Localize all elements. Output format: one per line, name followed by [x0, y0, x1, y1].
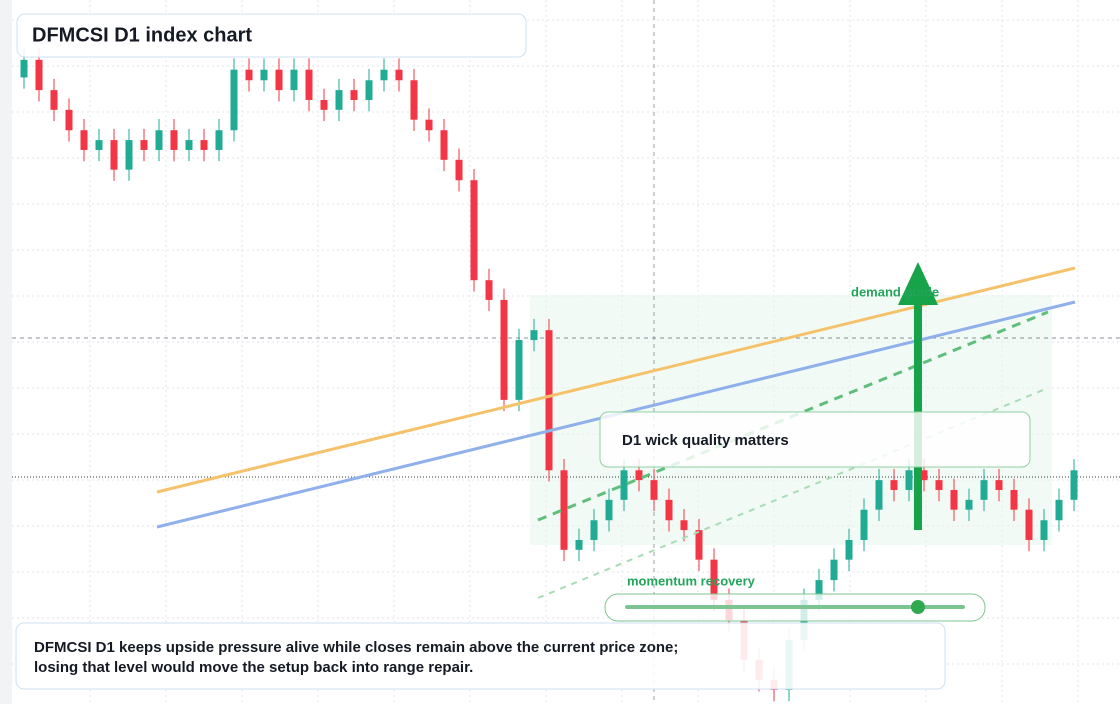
candle-body — [50, 90, 58, 110]
candle-body — [1040, 520, 1048, 540]
candle-body — [335, 90, 343, 110]
candle-body — [815, 580, 823, 600]
candle-body — [305, 69, 313, 100]
chart-title: DFMCSI D1 index chart — [32, 24, 252, 46]
candle-body — [275, 69, 283, 91]
candle-body — [860, 509, 868, 540]
candle-body — [1010, 489, 1018, 510]
candle-body — [185, 140, 193, 150]
candle-body — [710, 559, 718, 600]
candle-body — [875, 480, 883, 510]
candle-body — [605, 499, 613, 521]
candle-body — [200, 140, 208, 150]
momentum-knob — [911, 600, 925, 614]
candle-body — [935, 480, 943, 490]
momentum-label: momentum recovery — [627, 573, 756, 588]
footer-line: losing that level would move the setup b… — [34, 659, 473, 676]
candle-body — [680, 520, 688, 531]
candle-body — [230, 69, 238, 131]
candle-body — [905, 470, 913, 490]
wick-label: D1 wick quality matters — [622, 432, 789, 449]
candle-body — [575, 539, 583, 550]
candle-body — [65, 109, 73, 131]
footer-box — [15, 622, 946, 690]
candle-body — [590, 520, 598, 540]
candle-body — [515, 340, 523, 400]
candle-body — [620, 470, 628, 500]
candle-body — [425, 119, 433, 131]
candle-body — [380, 69, 388, 81]
candle-body — [260, 69, 268, 81]
candle-body — [110, 140, 118, 170]
candle-body — [530, 330, 538, 341]
candle-body — [980, 480, 988, 500]
candle-body — [635, 470, 643, 481]
arrow-head — [898, 262, 938, 305]
candle-body — [125, 140, 133, 170]
candle-body — [830, 559, 838, 581]
candle-body — [965, 499, 973, 510]
candles — [20, 48, 1078, 702]
candle-body — [20, 59, 28, 78]
candle-body — [290, 69, 298, 91]
candle-body — [500, 299, 508, 400]
candle-body — [170, 130, 178, 150]
candle-body — [485, 280, 493, 300]
candle-body — [245, 69, 253, 81]
demand-label: demand guide — [851, 284, 939, 299]
candle-body — [650, 480, 658, 500]
candle-body — [155, 130, 163, 150]
candle-body — [440, 130, 448, 160]
title-box — [16, 13, 527, 58]
candle-body — [1055, 499, 1063, 521]
candle-body — [1025, 509, 1033, 540]
candle-body — [890, 480, 898, 490]
candle-body — [320, 99, 328, 110]
candle-body — [845, 539, 853, 560]
candle-body — [665, 499, 673, 521]
candle-body — [365, 80, 373, 100]
left-strip — [0, 0, 12, 704]
candle-body — [215, 130, 223, 150]
candle-body — [395, 69, 403, 81]
candle-body — [455, 159, 463, 181]
candle-body — [560, 470, 568, 550]
candle-body — [410, 80, 418, 120]
candle-body — [920, 470, 928, 481]
candle-body — [470, 180, 478, 281]
candle-body — [35, 59, 43, 91]
candle-body — [950, 489, 958, 510]
candle-body — [350, 90, 358, 100]
footer-line: DFMCSI D1 keeps upside pressure alive wh… — [34, 639, 678, 656]
candle-body — [95, 140, 103, 150]
wick-box — [599, 411, 1031, 468]
candle-body — [80, 130, 88, 150]
candle-body — [995, 480, 1003, 490]
candle-body — [140, 140, 148, 150]
candle-body — [695, 530, 703, 560]
candle-body — [1070, 470, 1078, 500]
candle-body — [545, 330, 553, 471]
